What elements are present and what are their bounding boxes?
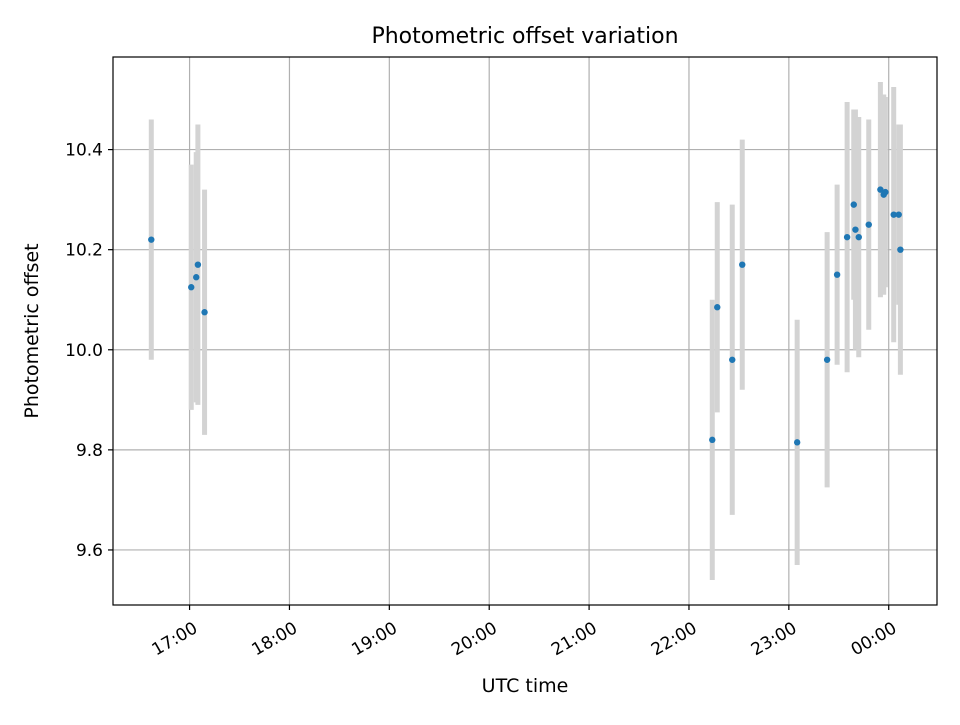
data-point <box>793 439 801 446</box>
data-point <box>843 233 851 241</box>
data-point <box>850 201 857 208</box>
data-point <box>852 226 859 233</box>
point-layer <box>148 186 904 446</box>
data-point <box>855 233 862 241</box>
y-tick-label: 10.0 <box>65 341 103 361</box>
data-point <box>201 309 208 316</box>
y-tick-label: 9.6 <box>76 541 103 561</box>
data-point <box>739 261 746 268</box>
data-point <box>709 436 716 444</box>
chart-title: Photometric offset variation <box>371 24 678 49</box>
data-point <box>895 211 902 218</box>
x-axis-label: UTC time <box>482 675 569 697</box>
data-point <box>194 261 202 268</box>
y-tick-label: 10.4 <box>65 141 103 161</box>
data-point <box>193 274 200 281</box>
data-point <box>890 211 897 218</box>
data-point <box>833 271 841 278</box>
data-point <box>148 236 155 243</box>
data-point <box>729 356 736 363</box>
data-point <box>714 304 721 311</box>
data-point <box>882 188 889 196</box>
data-point <box>865 221 872 228</box>
plot-frame <box>112 56 938 606</box>
y-tick-label: 10.2 <box>65 241 103 261</box>
data-point <box>897 246 904 253</box>
data-point <box>877 186 884 193</box>
y-axis-label: Photometric offset <box>21 243 43 418</box>
data-point <box>188 284 195 291</box>
y-tick-label: 9.8 <box>76 441 103 461</box>
data-point <box>823 356 831 363</box>
